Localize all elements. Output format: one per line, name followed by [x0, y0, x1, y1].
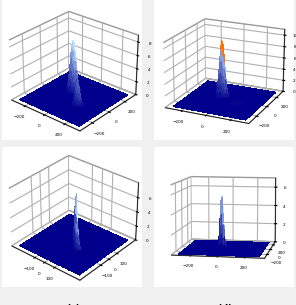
Text: (b): (b): [216, 154, 232, 164]
Text: (c): (c): [65, 303, 80, 305]
Text: (d): (d): [216, 303, 232, 305]
Text: (a): (a): [65, 154, 80, 164]
